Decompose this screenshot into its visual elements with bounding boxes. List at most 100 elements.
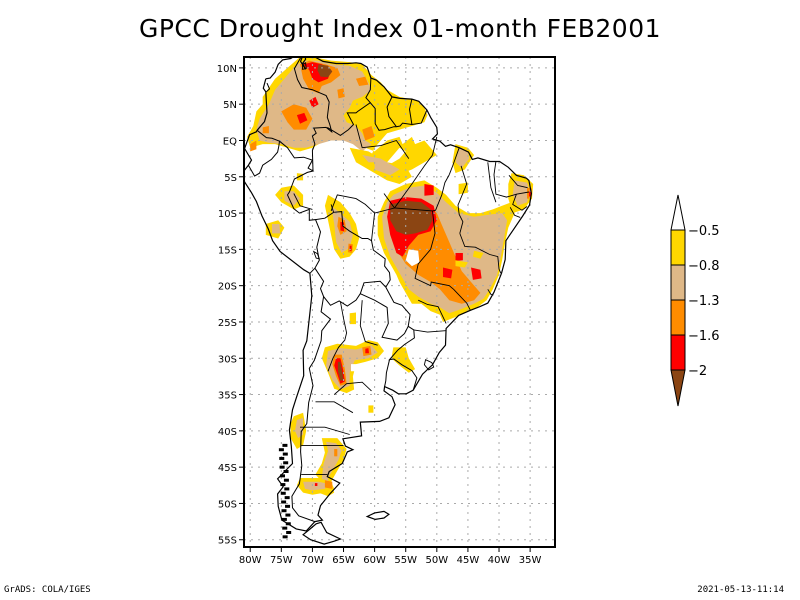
state-border — [432, 174, 450, 212]
country-border — [386, 96, 397, 127]
x-tick-label: 45W — [457, 555, 480, 566]
island-mark — [281, 517, 287, 521]
drought-contour-fill — [455, 147, 470, 169]
drought-contour-fill — [405, 249, 420, 267]
lake-outline — [312, 250, 321, 260]
colorbar-level-label: −2 — [688, 364, 707, 379]
lake-outline — [423, 359, 435, 371]
state-border — [374, 207, 395, 214]
coastline-falklands — [365, 510, 390, 521]
colorbar-level-label: −1.6 — [688, 329, 720, 344]
state-border — [493, 161, 529, 198]
drought-contour-fill — [365, 348, 369, 354]
drought-region-argentina-central — [321, 312, 416, 413]
y-tick-label: 35S — [218, 391, 237, 402]
state-border — [293, 193, 313, 210]
drought-contour-fill — [390, 200, 433, 235]
drought-contour-fill — [472, 250, 484, 259]
country-border — [279, 140, 322, 274]
state-border — [418, 299, 447, 324]
drought-contour-fill — [455, 260, 468, 268]
x-tick-label: 50W — [426, 555, 449, 566]
drought-contour-fill — [337, 361, 344, 381]
drought-contour-fill — [349, 312, 356, 325]
y-tick-label: 50S — [218, 499, 237, 510]
state-border — [315, 401, 354, 414]
y-tick-label: EQ — [223, 136, 237, 147]
y-tick-label: 5S — [224, 173, 237, 184]
country-border — [247, 129, 281, 177]
state-border — [330, 194, 376, 241]
state-border — [459, 233, 502, 274]
drought-contour-fill — [368, 162, 375, 170]
state-border — [327, 301, 348, 372]
island-mark — [279, 456, 285, 460]
drought-contour-fill — [455, 253, 463, 261]
drought-contour-fill — [458, 182, 468, 195]
state-border — [355, 124, 363, 148]
colorbar-legend: −0.5 −0.8 −1.3 −1.6 −2 — [670, 194, 720, 407]
colorbar-level-label: −1.3 — [688, 294, 720, 309]
state-border — [509, 207, 521, 218]
drought-contour-fill — [368, 405, 374, 413]
island-mark — [281, 509, 287, 513]
drought-contour-fill — [303, 481, 328, 491]
island-mark — [283, 461, 289, 465]
state-border — [487, 162, 497, 203]
y-tick-label: 55S — [218, 536, 237, 547]
island-mark — [280, 483, 286, 487]
y-tick-label: 15S — [218, 245, 237, 256]
x-tick-label: 35W — [519, 555, 542, 566]
y-tick-label: 20S — [218, 282, 237, 293]
footer-credit: GrADS: COLA/IGES — [4, 585, 91, 595]
island-mark — [282, 443, 288, 447]
chile-archipelago — [278, 443, 292, 539]
y-tick-label: 25S — [218, 318, 237, 329]
drought-contour-fill — [443, 267, 453, 279]
country-border — [408, 98, 413, 125]
island-mark — [281, 500, 287, 504]
colorbar-segment — [670, 264, 686, 301]
country-border — [314, 267, 387, 307]
x-tick-label: 40W — [488, 555, 511, 566]
drought-fill-layer — [247, 57, 534, 497]
state-border — [333, 381, 372, 395]
drought-region-bolivia-peru — [265, 162, 375, 259]
x-tick-label: 60W — [363, 555, 386, 566]
island-mark — [282, 452, 288, 456]
drought-contour-fill — [391, 347, 416, 373]
island-mark — [285, 513, 291, 517]
colorbar-segment — [670, 299, 686, 336]
state-border — [394, 136, 438, 209]
country-border — [291, 296, 332, 523]
state-border — [453, 288, 471, 311]
lake-outline — [302, 62, 307, 70]
coastline-south-america — [244, 57, 533, 532]
drought-contour-fill — [362, 126, 375, 141]
drought-contour-fill — [349, 245, 352, 251]
island-mark — [285, 522, 291, 526]
island-mark — [283, 478, 289, 482]
colorbar-top-triangle — [670, 194, 686, 231]
drought-contour-fill — [281, 104, 313, 130]
axis-ticks: 80W 75W 70W 65W 60W 55W 50W 45W 40W 35W 10N 5N EQ 5S 1… — [217, 64, 542, 566]
coastlines — [244, 57, 533, 545]
drought-region-patagonia — [290, 412, 347, 497]
island-mark — [278, 448, 284, 452]
footer-timestamp: 2021-05-13-11:14 — [697, 585, 784, 595]
state-border — [359, 300, 378, 346]
drought-contour-fill — [324, 480, 333, 489]
y-tick-label: 45S — [218, 463, 237, 474]
state-border — [448, 147, 460, 175]
state-border — [330, 204, 335, 213]
drought-region-brazil-central-east — [377, 180, 515, 322]
colorbar-bottom-triangle — [670, 369, 686, 407]
state-border — [362, 139, 410, 159]
state-border — [508, 175, 528, 189]
drought-contour-fill — [314, 483, 318, 486]
x-tick-label: 70W — [301, 555, 324, 566]
country-border — [266, 82, 271, 93]
drought-region-amazon-south — [349, 147, 412, 184]
x-tick-label: 65W — [332, 555, 355, 566]
